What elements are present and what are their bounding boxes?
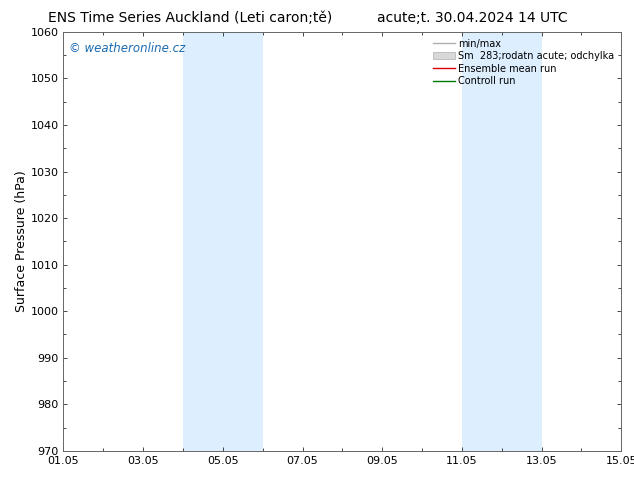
Text: © weatheronline.cz: © weatheronline.cz — [69, 42, 185, 55]
Text: acute;t. 30.04.2024 14 UTC: acute;t. 30.04.2024 14 UTC — [377, 11, 567, 25]
Legend: min/max, Sm  283;rodatn acute; odchylka, Ensemble mean run, Controll run: min/max, Sm 283;rodatn acute; odchylka, … — [431, 37, 616, 88]
Bar — [183, 32, 262, 451]
Y-axis label: Surface Pressure (hPa): Surface Pressure (hPa) — [15, 171, 28, 312]
Text: ENS Time Series Auckland (Leti caron;tě): ENS Time Series Auckland (Leti caron;tě) — [48, 11, 332, 25]
Bar — [462, 32, 541, 451]
